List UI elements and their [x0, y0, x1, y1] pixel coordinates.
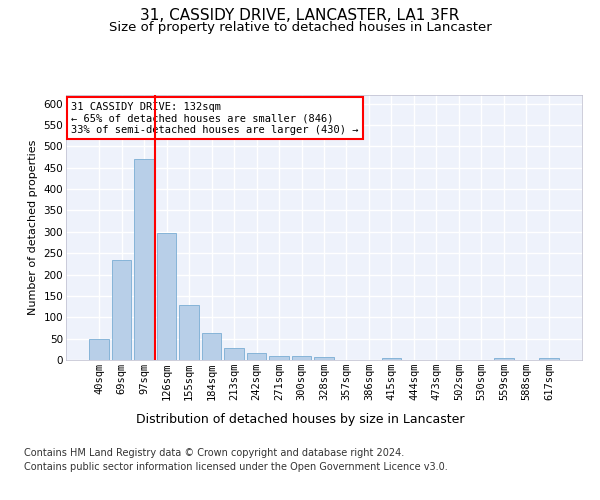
Text: 31 CASSIDY DRIVE: 132sqm
← 65% of detached houses are smaller (846)
33% of semi-: 31 CASSIDY DRIVE: 132sqm ← 65% of detach…: [71, 102, 359, 135]
Bar: [314, 356, 334, 360]
Bar: [224, 348, 244, 360]
Text: 31, CASSIDY DRIVE, LANCASTER, LA1 3FR: 31, CASSIDY DRIVE, LANCASTER, LA1 3FR: [140, 8, 460, 22]
Bar: [494, 358, 514, 360]
Bar: [382, 358, 401, 360]
Text: Size of property relative to detached houses in Lancaster: Size of property relative to detached ho…: [109, 21, 491, 34]
Bar: [202, 333, 221, 360]
Bar: [292, 356, 311, 360]
Bar: [157, 232, 176, 360]
Bar: [179, 306, 199, 360]
Bar: [112, 260, 131, 360]
Text: Contains public sector information licensed under the Open Government Licence v3: Contains public sector information licen…: [24, 462, 448, 472]
Text: Contains HM Land Registry data © Crown copyright and database right 2024.: Contains HM Land Registry data © Crown c…: [24, 448, 404, 458]
Bar: [134, 159, 154, 360]
Text: Distribution of detached houses by size in Lancaster: Distribution of detached houses by size …: [136, 412, 464, 426]
Bar: [247, 353, 266, 360]
Y-axis label: Number of detached properties: Number of detached properties: [28, 140, 38, 315]
Bar: [539, 358, 559, 360]
Bar: [269, 356, 289, 360]
Bar: [89, 338, 109, 360]
